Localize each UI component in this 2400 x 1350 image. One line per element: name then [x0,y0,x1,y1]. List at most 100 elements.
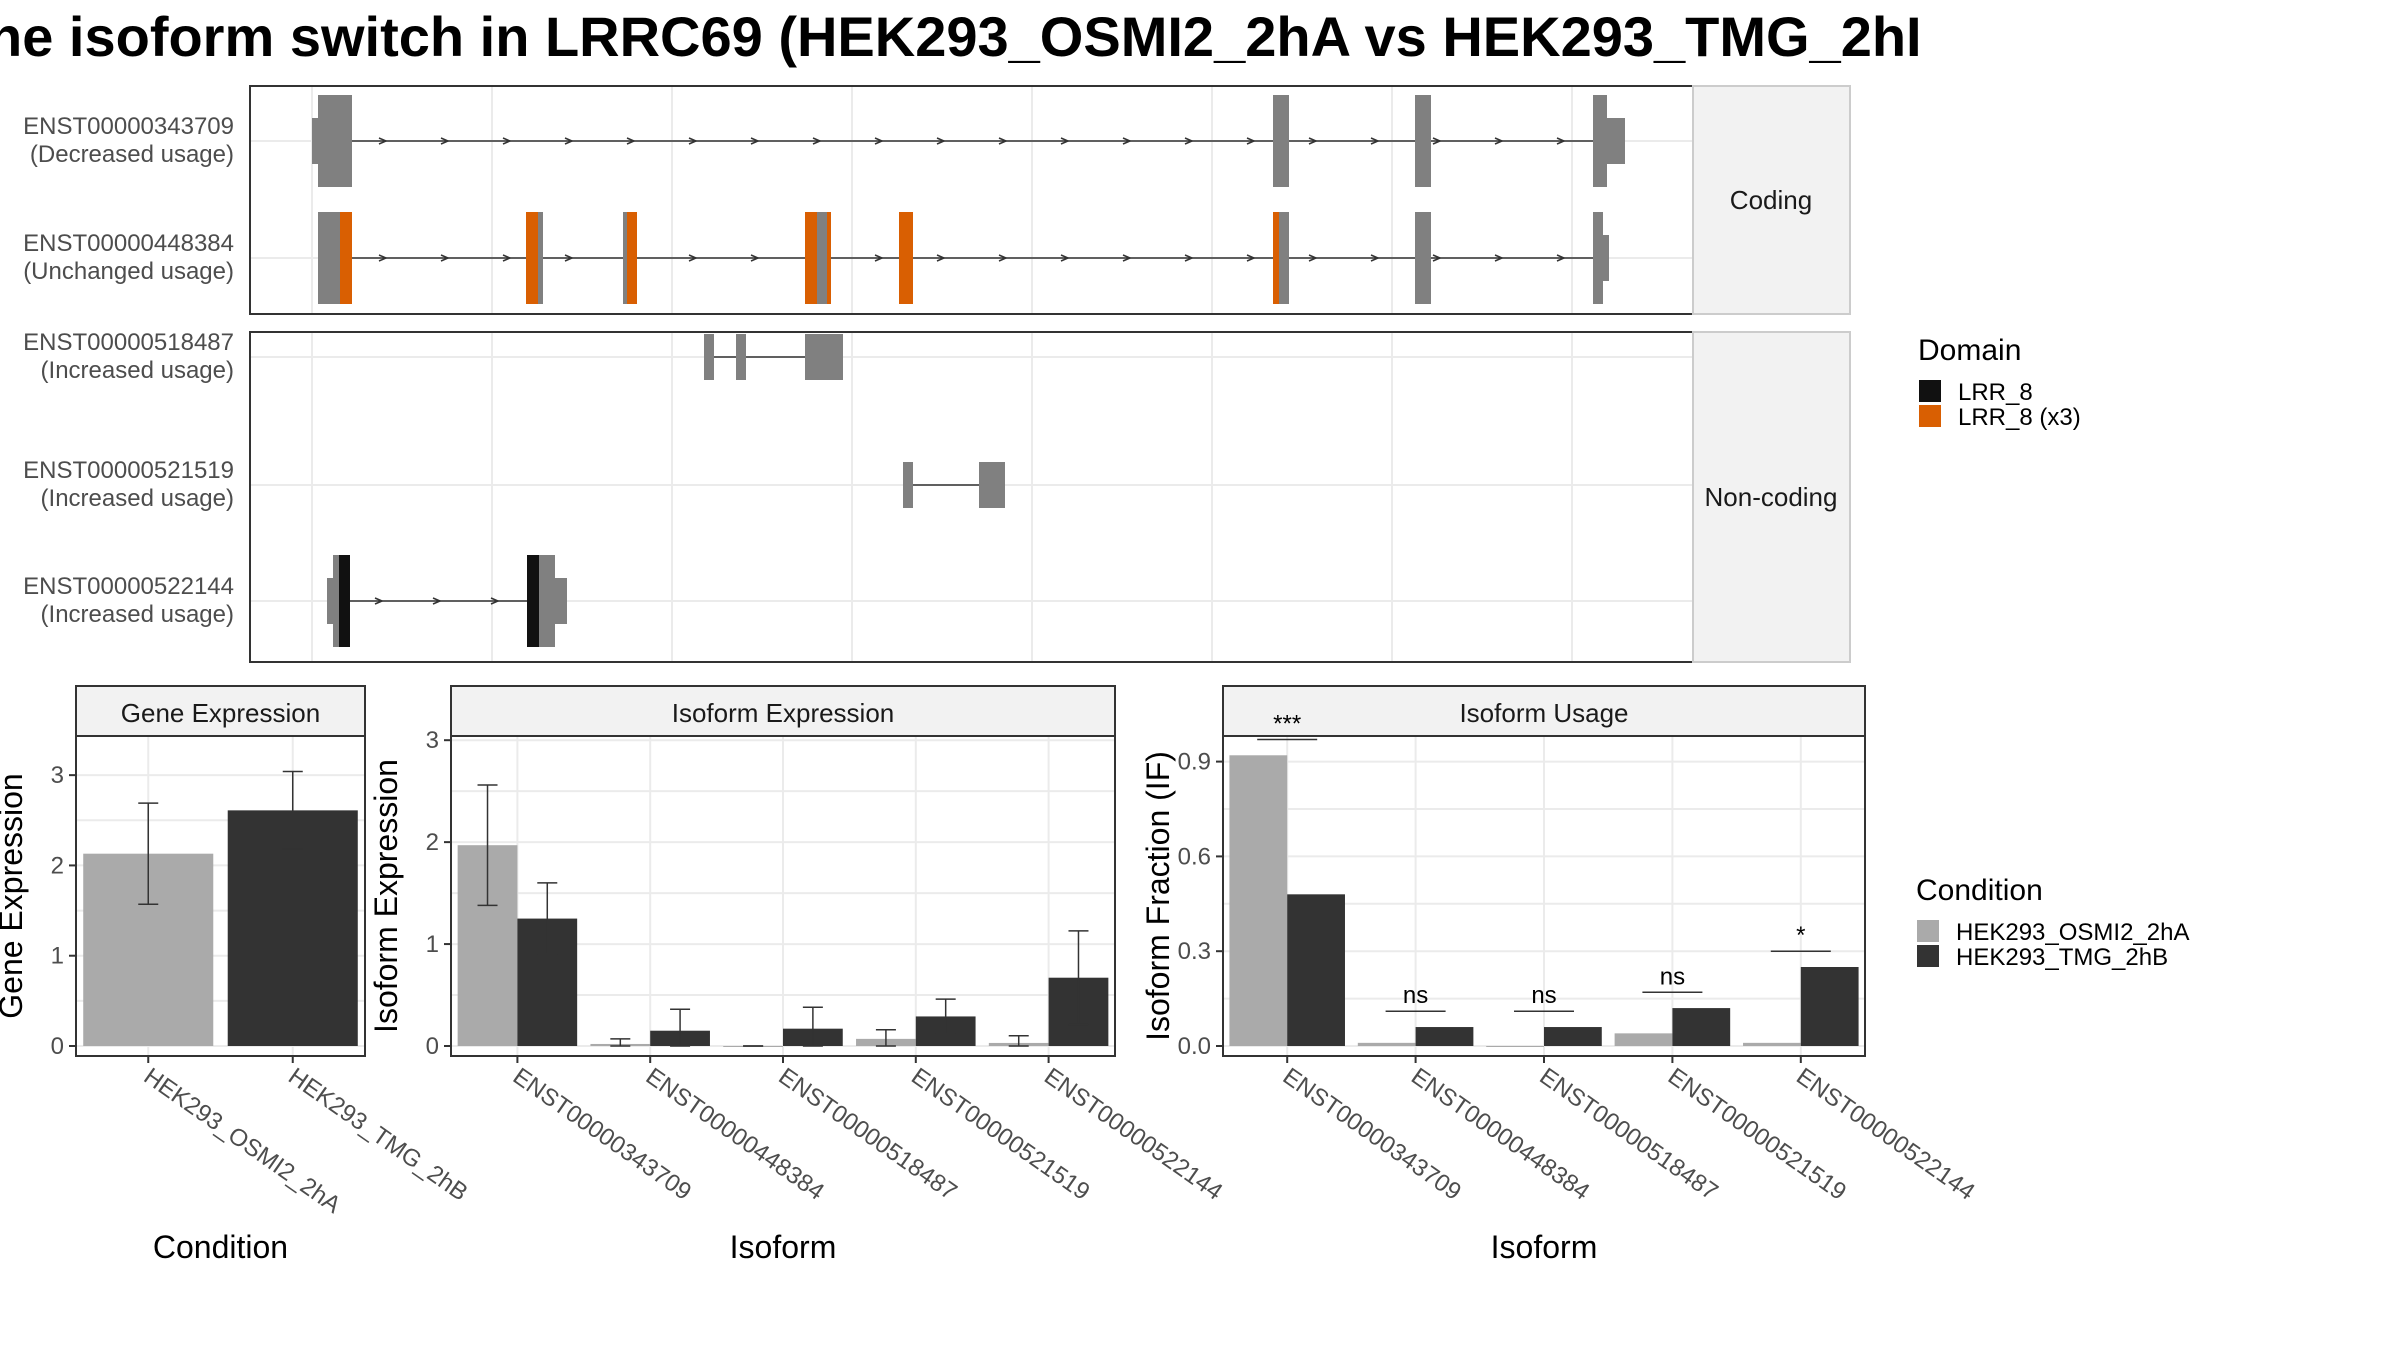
domain_legend-legend-title: Domain [1918,334,2021,367]
exon-block [539,555,555,647]
bar [1614,1033,1673,1046]
y-tick-label: 0.0 [1178,1033,1211,1060]
utr-block [903,462,913,508]
significance-label: ns [1403,982,1428,1009]
intron-arrow [440,254,450,262]
intron-arrow [1556,137,1566,145]
utr-block [312,118,322,164]
exon-block [333,555,339,647]
y-tick-label: 0 [426,1033,439,1060]
intron-arrow [874,254,884,262]
condition_legend-legend-title: Condition [1916,874,2043,907]
isoform-id-label: ENST00000518487 [23,329,234,356]
utr-block [327,578,333,624]
x-axis-label: Condition [153,1229,288,1265]
bar [1287,894,1345,1046]
y-tick-label: 3 [51,762,64,789]
isoform-usage-label: (Unchanged usage) [23,258,234,285]
intron-arrow [812,137,822,145]
intron-arrow [1122,137,1132,145]
significance-label: * [1796,922,1805,949]
intron-arrow [750,137,760,145]
exon-block [318,95,352,187]
figure-title: he isoform switch in LRRC69 (HEK293_OSMI… [0,5,1922,68]
utr-block [1605,118,1625,164]
intron-arrow [502,254,512,262]
domain_legend-legend-label: LRR_8 [1958,379,2033,406]
intron-arrow [1308,137,1318,145]
exon-block [1415,95,1431,187]
utr-block [1603,235,1609,281]
intron-arrow [1494,254,1504,262]
intron-arrow [1184,254,1194,262]
chart-frame [75,735,366,1057]
condition_legend-legend-label: HEK293_OSMI2_2hA [1956,919,2189,946]
utr-block [979,462,1005,508]
bar [1672,1008,1731,1046]
chart-title: Isoform Expression [672,698,895,728]
intron-arrow [490,597,500,605]
intron-arrow [378,254,388,262]
isoform-usage-label: (Increased usage) [41,357,234,384]
isoform-id-label: ENST00000343709 [23,113,234,140]
y-tick-label: 0 [51,1033,64,1060]
intron-arrow [1556,254,1566,262]
y-tick-label: 1 [51,943,64,970]
intron-arrow [750,254,760,262]
intron-arrow [1184,137,1194,145]
exon-block [1279,212,1289,304]
bar [1800,967,1859,1046]
y-axis-label: Isoform Expression [368,759,404,1033]
exon-block [1593,95,1607,187]
domain_legend-legend-swatch [1919,405,1941,427]
isoform-usage-label: (Decreased usage) [30,141,234,168]
isoform-id-label: ENST00000522144 [23,573,234,600]
bar [1544,1027,1602,1046]
bar [1486,1046,1544,1047]
intron-arrow [564,137,574,145]
intron-arrow [502,137,512,145]
facet-strip [1692,331,1851,663]
chart-title: Gene Expression [121,698,320,728]
domain-block [526,212,538,304]
structure-panel-bg [250,332,1693,662]
y-tick-label: 2 [426,829,439,856]
intron-arrow [374,597,384,605]
significance-label: *** [1273,710,1301,737]
intron-arrow [1370,137,1380,145]
significance-label: ns [1531,982,1556,1009]
intron-arrow [1308,254,1318,262]
domain-block [805,212,817,304]
condition_legend-legend-swatch [1917,920,1939,942]
utr-block [555,578,567,624]
facet-strip-label: Coding [1730,185,1812,215]
y-tick-label: 0.6 [1178,843,1211,870]
y-tick-label: 2 [51,852,64,879]
intron-arrow [998,254,1008,262]
chart-strip [450,685,1116,737]
y-axis-label: Gene Expression [0,773,29,1018]
exon-block [623,212,627,304]
intron-arrow [1122,254,1132,262]
domain-block [527,555,539,647]
domain-block [339,555,350,647]
intron-arrow [1494,137,1504,145]
utr-block [704,334,714,380]
intron-arrow [1432,254,1442,262]
domain-block [627,212,637,304]
exon-block [1415,212,1431,304]
x-axis-label: Isoform [1491,1229,1598,1265]
domain_legend-legend-swatch [1919,380,1941,402]
bar [1743,1042,1801,1046]
exon-block [538,212,543,304]
facet-strip-label: Non-coding [1705,482,1838,512]
intron-arrow [688,137,698,145]
facet-strip [1692,85,1851,315]
y-tick-label: 0.3 [1178,938,1211,965]
y-axis-label: Isoform Fraction (IF) [1140,751,1176,1041]
significance-label: ns [1660,963,1685,990]
intron-arrow [1060,137,1070,145]
